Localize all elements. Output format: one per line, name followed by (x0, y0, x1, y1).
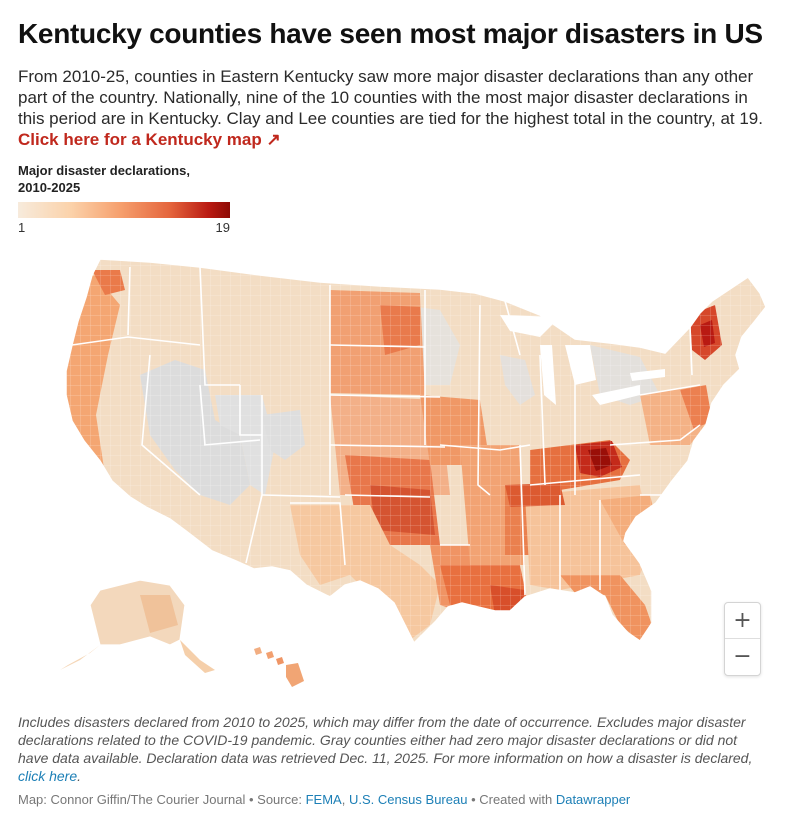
chart-notes: Includes disasters declared from 2010 to… (18, 713, 770, 785)
notes-end: . (77, 768, 82, 784)
lower48-outline (65, 258, 767, 645)
legend-title: Major disaster declarations, 2010-2025 (18, 162, 218, 196)
zoom-out-button[interactable]: − (725, 639, 760, 675)
source-census-link[interactable]: U.S. Census Bureau (348, 792, 468, 807)
alaska (60, 579, 215, 673)
legend-min-label: 1 (18, 220, 26, 235)
source-fema-link[interactable]: FEMA (305, 792, 342, 807)
kentucky-map-link[interactable]: Click here for a Kentucky map ↗ (18, 130, 281, 149)
notes-text: Includes disasters declared from 2010 to… (18, 714, 753, 766)
us-county-map[interactable] (0, 245, 785, 705)
legend-max-label: 19 (215, 220, 230, 235)
us-map-svg[interactable] (0, 245, 785, 705)
chart-subtitle: From 2010-25, counties in Eastern Kentuc… (18, 66, 770, 150)
color-legend: Major disaster declarations, 2010-2025 1… (18, 162, 248, 238)
legend-title-line1: Major disaster declarations, (18, 163, 190, 178)
subtitle-text: From 2010-25, counties in Eastern Kentuc… (18, 67, 763, 128)
hawaii (254, 647, 304, 687)
datawrapper-link[interactable]: Datawrapper (555, 792, 631, 807)
legend-title-line2: 2010-2025 (18, 180, 81, 195)
legend-ticks: 1 19 (18, 220, 230, 238)
chart-title: Kentucky counties have seen most major d… (18, 18, 763, 49)
legend-gradient-bar (18, 202, 230, 218)
state-borders (71, 266, 701, 596)
zoom-in-button[interactable]: + (725, 603, 760, 639)
great-lakes (500, 315, 665, 405)
chart-footer: Map: Connor Giffin/The Courier Journal •… (18, 791, 770, 809)
source-prefix: • Source: (245, 792, 306, 807)
created-with-prefix: • Created with (467, 792, 556, 807)
zoom-controls: + − (724, 602, 761, 676)
source-comma: , (341, 792, 349, 807)
notes-link[interactable]: click here (18, 768, 78, 784)
map-credit: Map: Connor Giffin/The Courier Journal (18, 792, 246, 807)
